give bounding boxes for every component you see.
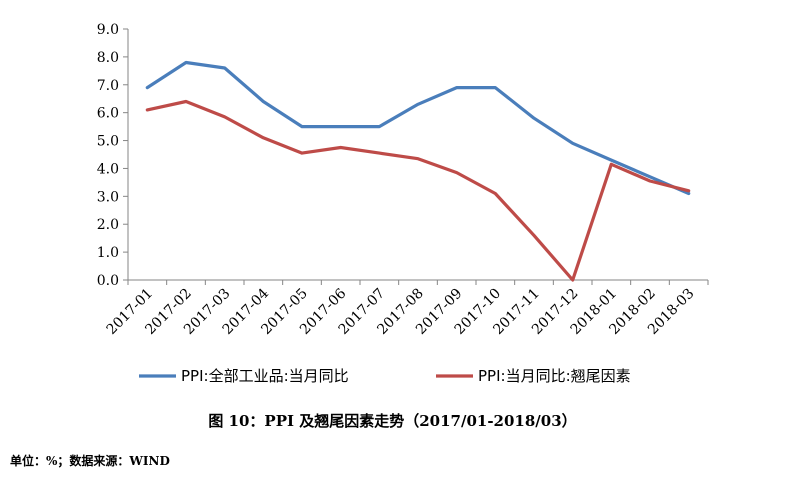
series-1-point — [456, 87, 458, 89]
series-2-point — [533, 234, 535, 236]
series-1-point — [417, 103, 419, 105]
series-2-point — [378, 152, 380, 154]
series-1-point — [146, 87, 148, 89]
series-1-point — [533, 117, 535, 119]
series-1-point — [572, 142, 574, 144]
series-1-point — [301, 126, 303, 128]
y-tick-label: 6.0 — [97, 106, 119, 122]
series-1-point — [340, 126, 342, 128]
series-2-point — [688, 190, 690, 192]
series-2-point — [146, 109, 148, 111]
series-2-point — [301, 152, 303, 154]
series-2-point — [262, 137, 264, 139]
legend: PPI:全部工业品:当月同比 PPI:当月同比:翘尾因素 — [139, 367, 631, 385]
series-1-point — [378, 126, 380, 128]
y-tick-label: 2.0 — [97, 217, 119, 233]
line-chart: 0.01.02.03.04.05.06.07.08.09.02017-01201… — [97, 22, 709, 385]
series-2-point — [610, 163, 612, 165]
y-tick-label: 1.0 — [97, 245, 119, 261]
series-2-point — [456, 172, 458, 174]
series-1-point — [649, 176, 651, 178]
series-1-point — [262, 101, 264, 103]
y-tick-label: 9.0 — [97, 22, 119, 38]
series-1-point — [688, 193, 690, 195]
source-note: 单位：%；数据来源：WIND — [10, 454, 170, 468]
y-tick-label: 8.0 — [97, 50, 119, 66]
series-2-point — [572, 279, 574, 281]
series-2-point — [224, 116, 226, 118]
legend-label-1: PPI:全部工业品:当月同比 — [181, 367, 349, 385]
series-1-point — [185, 61, 187, 63]
series-2-point — [185, 101, 187, 103]
y-tick-label: 5.0 — [97, 134, 119, 150]
series-1-point — [494, 87, 496, 89]
y-tick-label: 4.0 — [97, 161, 119, 177]
series-line-2 — [145, 99, 691, 282]
series-2-point — [417, 158, 419, 160]
y-tick-label: 0.0 — [97, 273, 119, 289]
series-2-point — [494, 193, 496, 195]
series-1-point — [610, 159, 612, 161]
series-layer — [145, 60, 691, 282]
axes: 0.01.02.03.04.05.06.07.08.09.02017-01201… — [97, 22, 709, 338]
y-tick-label: 3.0 — [97, 189, 119, 205]
series-2-point — [649, 180, 651, 182]
series-2-point — [340, 147, 342, 149]
figure-caption: 图 10：PPI 及翘尾因素走势（2017/01-2018/03） — [208, 412, 577, 430]
legend-label-2: PPI:当月同比:翘尾因素 — [478, 367, 631, 385]
series-1-point — [224, 67, 226, 69]
y-tick-label: 7.0 — [97, 78, 119, 94]
